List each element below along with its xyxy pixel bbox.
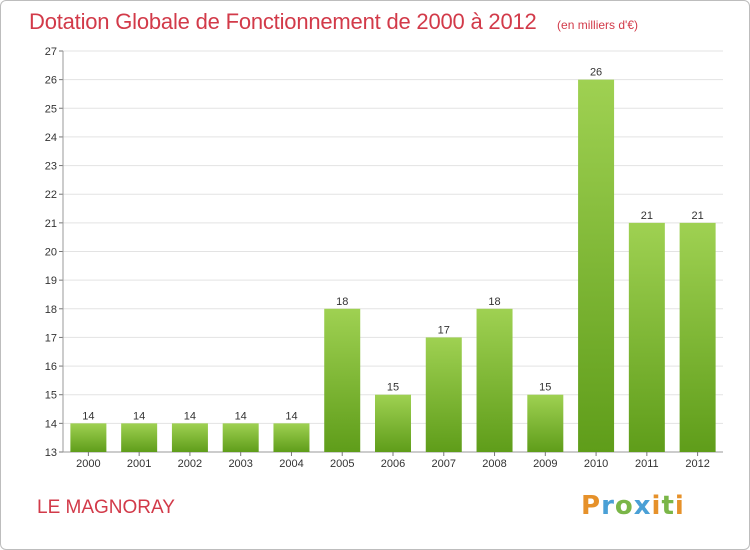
- bar: [425, 337, 462, 452]
- y-tick-label: 22: [45, 189, 57, 201]
- y-tick-label: 18: [45, 304, 57, 316]
- label-layer: 14 14 14 14 14 18 15 17 18 15 26 21 21: [82, 67, 703, 423]
- bar: [679, 222, 716, 452]
- y-tick-label: 13: [45, 447, 57, 459]
- data-label: 15: [539, 382, 551, 394]
- x-tick-label: 2005: [330, 458, 354, 470]
- x-tick-label: 2009: [533, 458, 557, 470]
- bar: [273, 423, 310, 452]
- data-label: 21: [691, 210, 703, 222]
- commune-name: LE MAGNORAY: [37, 497, 175, 518]
- x-tick-label: 2010: [584, 458, 608, 470]
- data-label: 26: [590, 67, 602, 79]
- y-tick-label: 17: [45, 332, 57, 344]
- chart-subtitle: (en milliers d'€): [557, 18, 639, 32]
- x-tick-label: 2002: [178, 458, 202, 470]
- y-tick-label: 27: [45, 46, 57, 58]
- data-label: 14: [235, 410, 247, 422]
- y-tick-label: 20: [45, 247, 57, 259]
- data-label: 14: [82, 410, 94, 422]
- data-label: 18: [488, 296, 500, 308]
- y-tick-label: 16: [45, 361, 57, 373]
- bar-layer: [70, 79, 716, 453]
- x-tick-label: 2007: [432, 458, 456, 470]
- x-tick-label: 2006: [381, 458, 405, 470]
- chart-title: Dotation Globale de Fonctionnement de 20…: [29, 9, 537, 34]
- x-tick-label: 2001: [127, 458, 151, 470]
- proxiti-logo[interactable]: Proxiti: [581, 491, 685, 521]
- bar: [324, 308, 361, 452]
- y-tick-label: 25: [45, 103, 57, 115]
- y-tick-label: 15: [45, 390, 57, 402]
- data-label: 21: [641, 210, 653, 222]
- y-tick-label: 21: [45, 218, 57, 230]
- y-tick-label: 26: [45, 75, 57, 87]
- y-tick-label: 14: [45, 418, 57, 430]
- title-row: Dotation Globale de Fonctionnement de 20…: [29, 9, 638, 35]
- x-tick-label: 2003: [228, 458, 252, 470]
- bar: [578, 79, 615, 453]
- x-tick-label: 2000: [76, 458, 100, 470]
- y-tick-label: 19: [45, 275, 57, 287]
- bar: [476, 308, 513, 452]
- bar: [222, 423, 259, 452]
- y-tick-label: 23: [45, 161, 57, 173]
- y-tick-label: 24: [45, 132, 57, 144]
- x-tick-label: 2004: [279, 458, 303, 470]
- data-label: 14: [285, 410, 297, 422]
- data-label: 14: [184, 410, 196, 422]
- data-label: 18: [336, 296, 348, 308]
- data-label: 14: [133, 410, 145, 422]
- x-tick-label: 2011: [635, 458, 659, 470]
- bar: [70, 423, 107, 452]
- bar: [628, 222, 665, 452]
- bar: [171, 423, 208, 452]
- data-label: 15: [387, 382, 399, 394]
- data-label: 17: [438, 324, 450, 336]
- x-tick-label: 2008: [482, 458, 506, 470]
- bar: [527, 394, 564, 452]
- bar: [375, 394, 411, 452]
- x-tick-label: 2012: [685, 458, 709, 470]
- bar: [121, 423, 158, 452]
